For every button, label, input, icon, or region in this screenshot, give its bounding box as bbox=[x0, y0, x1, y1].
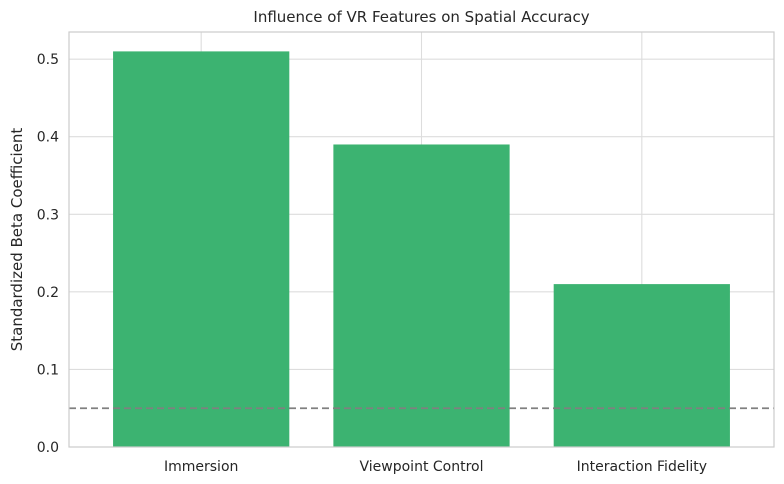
y-tick-label: 0.2 bbox=[37, 285, 59, 301]
x-tick-label: Viewpoint Control bbox=[360, 459, 484, 475]
y-tick-label: 0.4 bbox=[37, 130, 59, 146]
y-tick-labels: 0.0 0.1 0.2 0.3 0.4 0.5 bbox=[37, 52, 59, 456]
y-tick-label: 0.3 bbox=[37, 207, 59, 223]
plot-frame bbox=[68, 31, 775, 448]
x-tick-label: Immersion bbox=[164, 459, 238, 475]
y-tick-label: 0.1 bbox=[37, 362, 59, 378]
y-axis-title: Standardized Beta Coefficient bbox=[8, 128, 26, 352]
bar-immersion bbox=[113, 51, 290, 448]
bar-interaction-fidelity bbox=[553, 284, 730, 447]
bar-layer bbox=[113, 51, 730, 448]
y-tick-label: 0.0 bbox=[37, 440, 59, 456]
y-tick-label: 0.5 bbox=[37, 52, 59, 68]
x-tick-label: Interaction Fidelity bbox=[577, 459, 707, 475]
x-tick-labels: Immersion Viewpoint Control Interaction Fi… bbox=[164, 459, 707, 475]
chart-title: Influence of VR Features on Spatial Accu… bbox=[253, 8, 589, 26]
bar-viewpoint-control bbox=[333, 144, 510, 448]
